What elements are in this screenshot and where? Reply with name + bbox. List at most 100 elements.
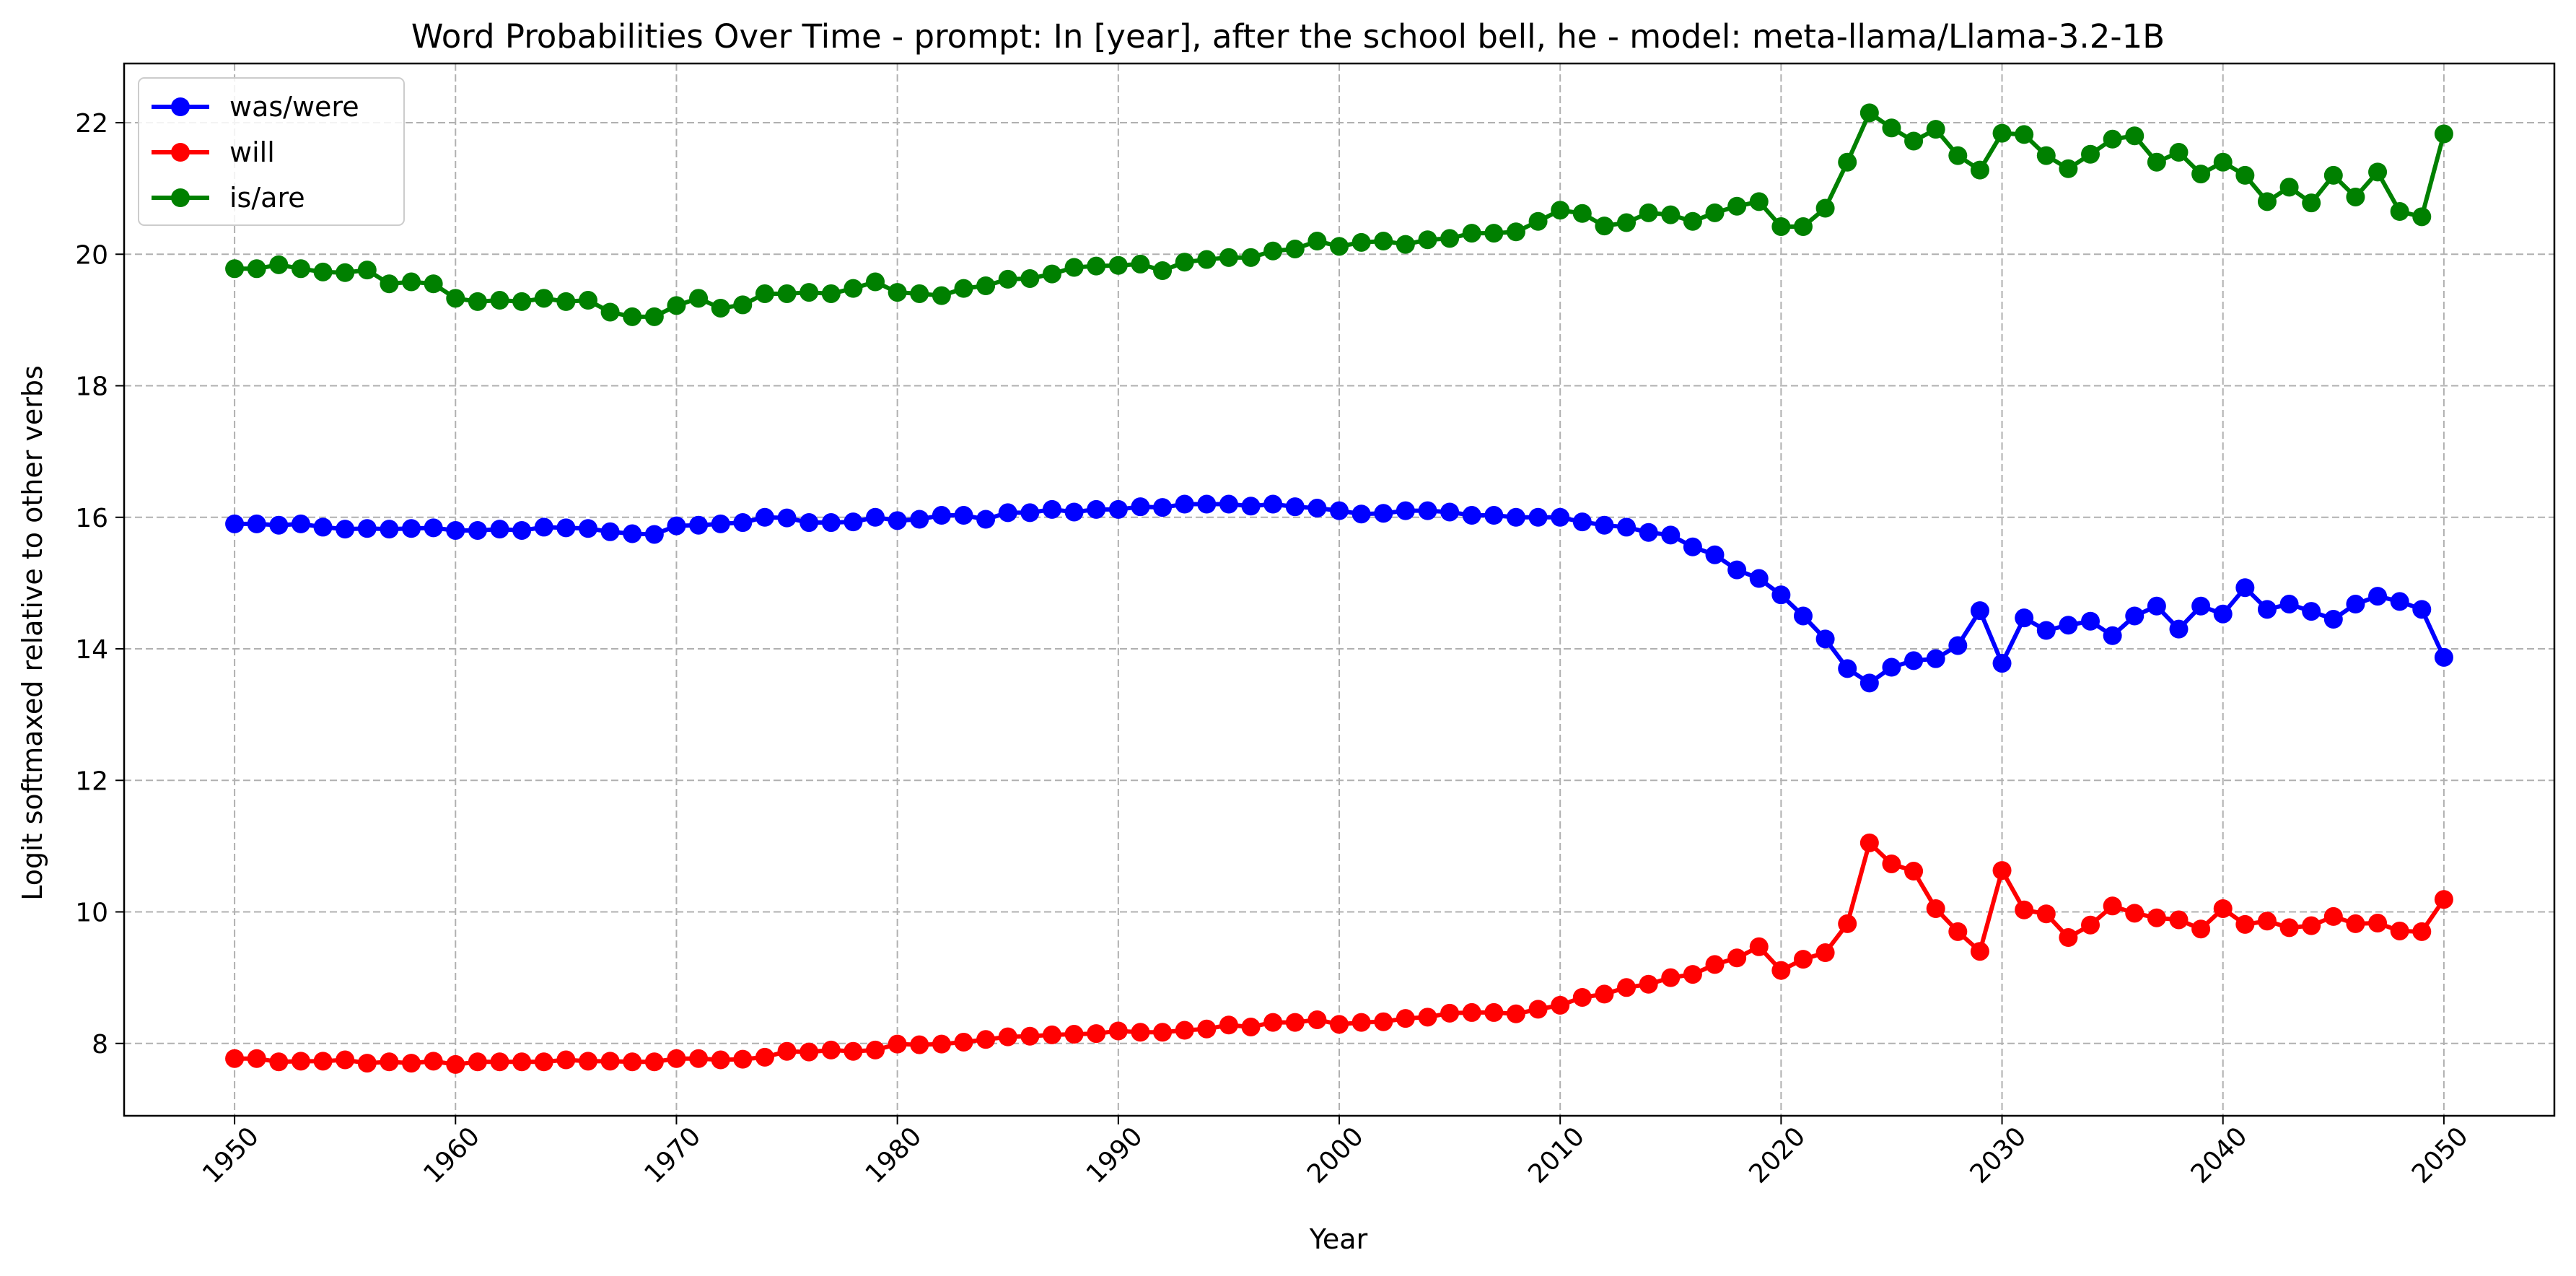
data-point: [2323, 165, 2343, 185]
data-point: [866, 272, 885, 292]
data-point: [1285, 497, 1305, 517]
data-point: [821, 284, 841, 303]
x-tick-label: 2030: [1965, 1122, 2033, 1189]
data-point: [2368, 914, 2388, 933]
data-point: [1374, 1012, 1393, 1031]
data-point: [1484, 506, 1504, 525]
data-point: [1087, 256, 1106, 276]
data-point: [2036, 621, 2056, 640]
data-point: [578, 291, 597, 310]
data-point: [711, 298, 730, 318]
data-point: [1771, 585, 1791, 605]
data-point: [644, 1052, 664, 1072]
data-point: [1771, 961, 1791, 980]
data-point: [954, 1032, 973, 1052]
data-point: [1551, 507, 1570, 527]
data-point: [1462, 224, 1481, 243]
y-tick-label: 22: [75, 109, 108, 139]
y-tick-label: 8: [92, 1030, 108, 1059]
data-point: [2125, 126, 2145, 146]
legend-item-was-were: was/were: [152, 91, 359, 123]
data-point: [490, 1052, 509, 1072]
data-point: [1087, 1024, 1106, 1044]
data-point: [2412, 207, 2432, 227]
data-point: [1131, 1023, 1150, 1042]
data-point: [446, 289, 465, 308]
data-point: [2434, 647, 2453, 667]
data-point: [667, 516, 686, 536]
data-point: [2368, 587, 2388, 606]
data-point: [1042, 499, 1061, 519]
data-point: [954, 279, 973, 298]
y-tick-label: 10: [75, 899, 108, 928]
series-layer: [225, 103, 2453, 1074]
data-point: [733, 1049, 753, 1069]
x-tick-label: 2020: [1743, 1122, 1811, 1189]
data-point: [1285, 239, 1305, 258]
data-point: [1108, 255, 1128, 275]
data-point: [1815, 629, 1835, 649]
data-point: [556, 292, 576, 311]
data-point: [556, 518, 576, 538]
legend-swatch-marker: [171, 143, 190, 162]
data-point: [600, 302, 620, 322]
y-tick-label: 12: [75, 766, 108, 796]
data-point: [2191, 165, 2211, 184]
data-point: [1926, 899, 1945, 918]
data-point: [1131, 254, 1150, 274]
data-point: [1153, 1023, 1173, 1042]
data-point: [976, 1030, 996, 1049]
grid: [124, 64, 2554, 1116]
legend: was/were will is/are: [138, 77, 405, 226]
data-point: [1705, 203, 1725, 222]
data-point: [2279, 918, 2299, 938]
data-point: [1683, 211, 1702, 231]
data-point: [1020, 503, 1040, 523]
data-point: [2279, 595, 2299, 614]
data-point: [1970, 601, 1989, 621]
data-point: [1793, 606, 1813, 626]
data-point: [1528, 507, 1548, 527]
data-point: [2191, 596, 2211, 616]
data-point: [1771, 217, 1791, 236]
data-point: [600, 1052, 620, 1071]
data-point: [1418, 230, 1437, 250]
data-point: [2368, 162, 2388, 182]
data-point: [2346, 595, 2365, 614]
x-axis-label: Year: [1309, 1223, 1368, 1255]
data-point: [1661, 205, 1681, 224]
y-tick-label: 14: [75, 635, 108, 665]
data-point: [1042, 264, 1061, 284]
data-point: [269, 1052, 289, 1072]
data-point: [1020, 1026, 1040, 1046]
data-point: [1639, 523, 1658, 542]
data-point: [2412, 922, 2432, 941]
data-point: [1064, 258, 1084, 277]
data-point: [2015, 900, 2034, 919]
data-point: [1087, 499, 1106, 519]
data-point: [1351, 1013, 1371, 1032]
data-point: [468, 292, 487, 311]
data-point: [2169, 910, 2189, 930]
data-point: [1815, 943, 1835, 963]
data-point: [667, 1049, 686, 1068]
data-point: [2434, 890, 2453, 909]
data-point: [1904, 131, 1924, 151]
data-point: [910, 1035, 929, 1054]
data-point: [446, 1054, 465, 1074]
data-point: [402, 1054, 421, 1073]
data-point: [1506, 222, 1525, 242]
data-point: [291, 514, 310, 533]
data-point: [910, 284, 929, 303]
data-point: [313, 1052, 333, 1071]
data-point: [1683, 965, 1702, 984]
data-point: [799, 513, 819, 533]
data-point: [844, 512, 863, 532]
data-point: [2059, 928, 2078, 948]
x-tick-label: 2050: [2406, 1122, 2474, 1189]
data-point: [2213, 152, 2233, 172]
data-point: [512, 292, 532, 311]
data-point: [1727, 196, 1747, 216]
data-point: [976, 510, 996, 529]
